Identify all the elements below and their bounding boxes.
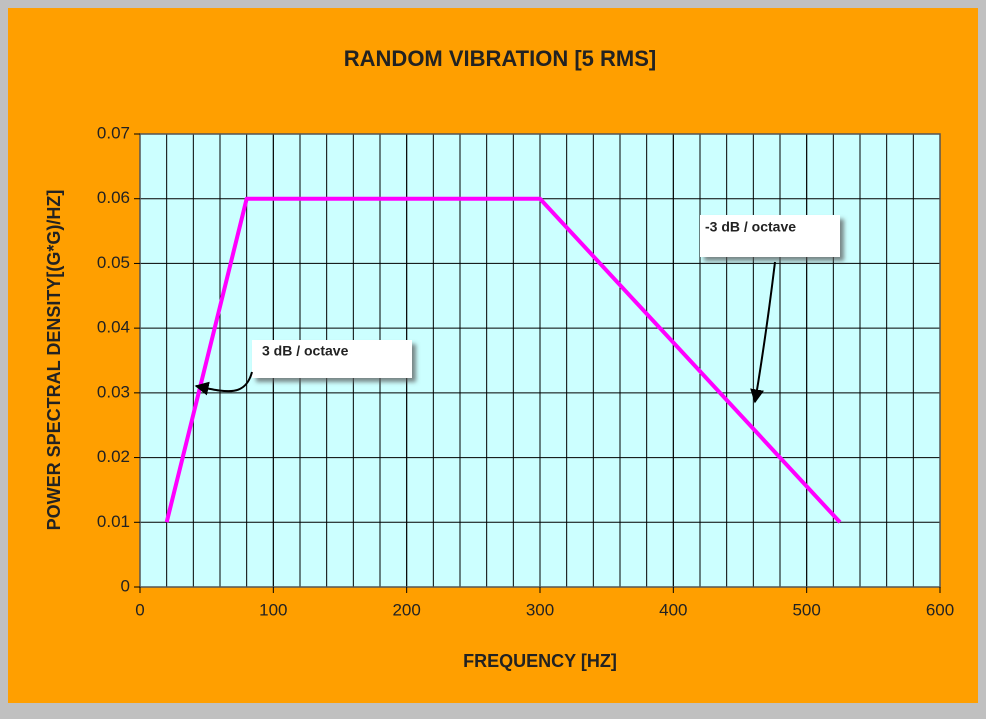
y-tick-label: 0.01	[97, 512, 130, 531]
annotation-box	[252, 340, 412, 378]
y-tick-label: 0.06	[97, 188, 130, 207]
y-tick-label: 0.02	[97, 447, 130, 466]
x-tick-label: 0	[135, 600, 144, 619]
y-axis-label: POWER SPECTRAL DENSITY[(G*G)/HZ]	[44, 190, 64, 531]
x-tick-label: 200	[392, 600, 420, 619]
x-tick-label: 100	[259, 600, 287, 619]
annotation: -3 dB / octave	[705, 219, 796, 235]
x-tick-label: 400	[659, 600, 687, 619]
data-line	[164, 196, 842, 524]
x-axis-label: FREQUENCY [HZ]	[463, 651, 617, 671]
x-tick-label: 300	[526, 600, 554, 619]
annotation-box	[700, 215, 840, 257]
x-tick-label: 600	[926, 600, 954, 619]
y-tick-label: 0	[121, 576, 130, 595]
annotation-arrow	[750, 261, 776, 404]
y-tick-label: 0.04	[97, 318, 130, 337]
annotation: 3 dB / octave	[262, 343, 349, 359]
y-tick-label: 0.03	[97, 382, 130, 401]
y-tick-label: 0.07	[97, 123, 130, 142]
x-tick-label: 500	[792, 600, 820, 619]
annotation-arrow	[194, 371, 253, 396]
chart-title: RANDOM VIBRATION [5 RMS]	[344, 46, 656, 71]
y-tick-label: 0.05	[97, 253, 130, 272]
